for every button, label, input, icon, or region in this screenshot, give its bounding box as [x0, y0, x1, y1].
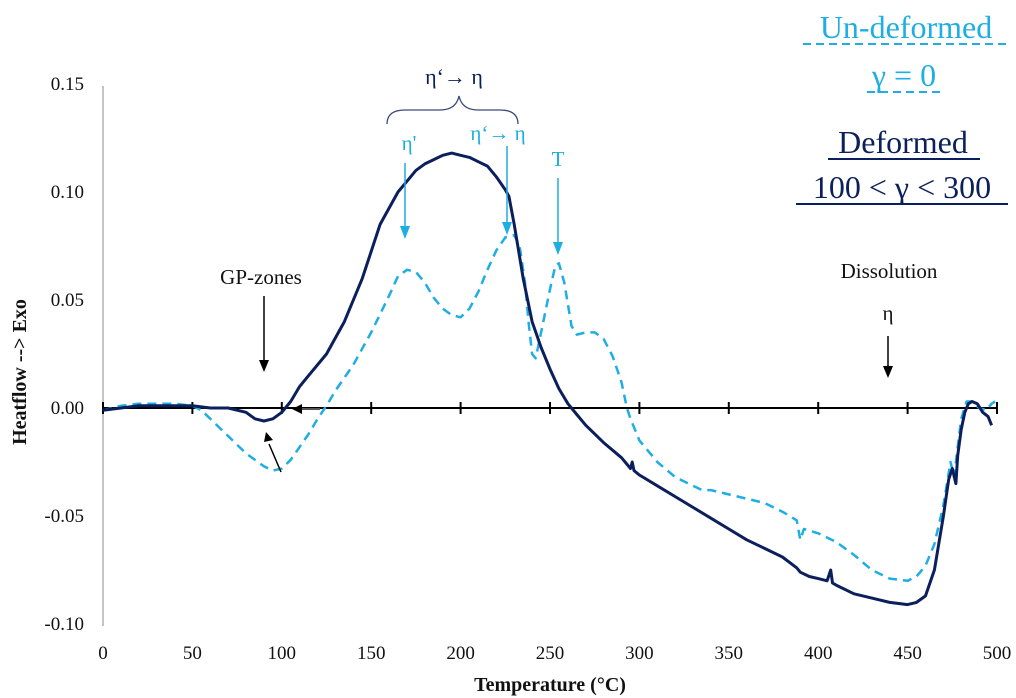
dissolution-label: Dissolution: [841, 259, 938, 283]
y-tick-label: -0.05: [44, 506, 84, 527]
gp-diagonal-arrowhead: [264, 432, 273, 442]
x-ticks: [102, 402, 998, 414]
dissolution-arrowhead: [883, 366, 893, 378]
x-tick-label: 150: [357, 643, 386, 664]
x-tick-label: 500: [983, 643, 1012, 664]
t-arrowhead: [553, 242, 563, 255]
y-tick-label: 0.05: [51, 290, 84, 311]
x-tick-labels: 0 50 100 150 200 250 300 350 400 450 500: [98, 643, 1011, 664]
x-tick-label: 0: [98, 643, 108, 664]
series-line-undeformed: [102, 233, 996, 583]
axes: [102, 86, 997, 626]
gp-zones-arrowhead: [259, 360, 269, 372]
t-label: T: [552, 147, 565, 171]
series-line-deformed: [102, 151, 993, 607]
eta-transition-light-label: η‘→ η: [470, 121, 525, 145]
eta-prime-label: η': [402, 131, 417, 155]
y-tick-labels: 0.15 0.10 0.05 0.00 -0.05 -0.10: [44, 74, 84, 635]
legend-undeformed-gamma: γ = 0: [871, 57, 936, 93]
x-tick-label: 300: [625, 643, 654, 664]
x-tick-label: 400: [804, 643, 833, 664]
legend-deformed-range: 100 < γ < 300: [813, 169, 991, 205]
y-tick-label: 0.15: [51, 74, 84, 95]
series-layer: [102, 151, 996, 607]
annotation-arrows: [259, 95, 893, 473]
x-tick-label: 100: [268, 643, 297, 664]
x-tick-label: 50: [183, 643, 202, 664]
gp-horizontal-arrowhead: [292, 404, 302, 414]
y-tick-label: 0.00: [51, 398, 84, 419]
legend: Un-deformed γ = 0 Deformed 100 < γ < 300: [796, 9, 1008, 205]
x-tick-label: 200: [446, 643, 475, 664]
dissolution-eta-label: η: [883, 301, 894, 325]
x-tick-label: 350: [715, 643, 744, 664]
legend-undeformed-title: Un-deformed: [820, 9, 992, 45]
eta-transition-arrowhead: [502, 222, 512, 235]
x-tick-label: 450: [893, 643, 922, 664]
gp-zones-label: GP-zones: [220, 265, 302, 289]
y-tick-label: 0.10: [51, 182, 84, 203]
x-axis-title: Temperature (°C): [474, 674, 626, 696]
x-tick-label: 250: [536, 643, 565, 664]
y-tick-label: -0.10: [44, 614, 84, 635]
legend-deformed-title: Deformed: [838, 124, 968, 160]
eta-prime-arrowhead: [400, 226, 410, 239]
gp-diagonal-arrow: [268, 443, 282, 473]
y-axis-title: Heatflow --> Exo: [9, 299, 31, 445]
transition-brace: [386, 95, 519, 125]
eta-transition-dark-label: η‘→ η: [425, 64, 483, 89]
